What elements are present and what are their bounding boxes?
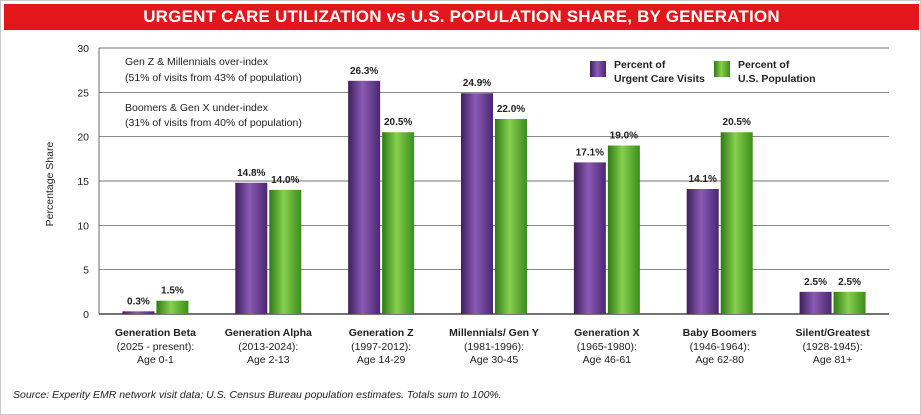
- y-tick-label: 0: [83, 309, 89, 321]
- data-label-population: 2.5%: [838, 277, 861, 288]
- data-label-population: 20.5%: [723, 117, 751, 128]
- y-axis-label: Percentage Share: [44, 142, 56, 227]
- legend-population-line2: U.S. Population: [738, 73, 816, 85]
- data-label-population: 22.0%: [497, 104, 525, 115]
- y-tick-label: 20: [77, 132, 89, 144]
- x-tick-years: (1946-1964):: [690, 341, 750, 353]
- x-tick-ages: Age 14-29: [357, 354, 406, 366]
- y-tick-label: 25: [77, 87, 89, 99]
- x-tick-label: Generation Beta: [115, 327, 196, 339]
- bar-population: [156, 300, 189, 314]
- x-tick-ages: Age 0-1: [137, 354, 174, 366]
- x-tick-ages: Age 81+: [813, 354, 852, 366]
- x-tick-label: Baby Boomers: [683, 327, 757, 339]
- annotation-over-index-headline: Gen Z & Millennials over-index: [125, 56, 269, 68]
- x-tick-ages: Age 2-13: [247, 354, 290, 366]
- y-axis: Percentage Share 0 5 10 15 20 25 30: [44, 43, 89, 321]
- data-label-visits: 14.1%: [689, 174, 717, 185]
- x-tick-years: (1928-1945):: [803, 341, 863, 353]
- x-tick-years: (2013-2024):: [238, 341, 298, 353]
- source-note: Source: Experity EMR network visit data;…: [13, 389, 502, 401]
- bar-population: [269, 189, 302, 314]
- x-tick-years: (1997-2012):: [351, 341, 411, 353]
- y-tick-label: 5: [83, 265, 89, 277]
- legend: Percent of Urgent Care Visits Percent of…: [590, 59, 816, 85]
- bar-visits: [799, 291, 832, 314]
- legend-visits-line1: Percent of: [614, 59, 666, 71]
- x-tick-label: Generation Z: [349, 327, 414, 339]
- chart-title: URGENT CARE UTILIZATION vs U.S. POPULATI…: [4, 4, 919, 30]
- data-label-visits: 24.9%: [463, 78, 491, 89]
- data-label-population: 19.0%: [610, 131, 638, 142]
- data-label-population: 20.5%: [384, 117, 412, 128]
- bars: [122, 80, 866, 314]
- data-label-visits: 26.3%: [350, 66, 378, 77]
- data-labels: 0.3% 1.5% 14.8% 14.0% 26.3% 20.5% 24.9% 22.0% 17…: [127, 66, 861, 308]
- annotation-over-index: Gen Z & Millennials over-index (51% of v…: [125, 56, 302, 84]
- bar-visits: [122, 311, 155, 314]
- data-label-population: 1.5%: [161, 286, 184, 297]
- legend-swatch-population: [714, 61, 730, 77]
- y-tick-label: 15: [77, 176, 89, 188]
- y-tick-label: 10: [77, 220, 89, 232]
- annotation-over-index-detail: (51% of visits from 43% of population): [125, 72, 302, 84]
- bar-visits: [235, 182, 268, 314]
- x-tick-years: (1965-1980):: [577, 341, 637, 353]
- x-tick-label: Millennials/ Gen Y: [449, 327, 539, 339]
- x-tick-years: (2025 - present):: [117, 341, 195, 353]
- x-tick-ages: Age 62-80: [695, 354, 744, 366]
- x-tick-years: (1981-1996):: [464, 341, 524, 353]
- x-tick-label: Silent/Greatest: [796, 327, 871, 339]
- x-tick-label: Generation Alpha: [225, 327, 312, 339]
- data-label-population: 14.0%: [271, 175, 299, 186]
- x-tick-ages: Age 30-45: [470, 354, 519, 366]
- bar-population: [607, 145, 640, 314]
- data-label-visits: 14.8%: [237, 168, 265, 179]
- bar-population: [495, 118, 527, 314]
- legend-swatch-visits: [590, 61, 606, 77]
- annotation-under-index-detail: (31% of visits from 40% of population): [125, 117, 302, 129]
- bar-population: [382, 132, 415, 314]
- bar-population: [720, 132, 753, 314]
- data-label-visits: 0.3%: [127, 296, 150, 307]
- data-label-visits: 17.1%: [576, 147, 604, 158]
- data-label-visits: 2.5%: [804, 277, 827, 288]
- x-axis: Generation Beta (2025 - present):Age 0-1 G…: [115, 327, 870, 366]
- legend-visits-line2: Urgent Care Visits: [614, 73, 705, 85]
- bar-population: [833, 291, 866, 314]
- gridlines: [98, 47, 889, 315]
- annotation-under-index: Boomers & Gen X under-index (31% of visi…: [125, 102, 302, 129]
- annotation-under-index-headline: Boomers & Gen X under-index: [125, 102, 269, 114]
- bar-visits: [573, 162, 606, 314]
- x-tick-label: Generation X: [574, 327, 639, 339]
- bar-visits: [686, 188, 719, 314]
- x-tick-ages: Age 46-61: [583, 354, 632, 366]
- bar-visits: [348, 80, 381, 314]
- y-tick-label: 30: [77, 43, 89, 55]
- legend-population-line1: Percent of: [738, 59, 790, 71]
- bar-visits: [461, 93, 493, 314]
- bar-chart: Percentage Share 0 5 10 15 20 25 30 Gen Z & Mi…: [44, 43, 889, 366]
